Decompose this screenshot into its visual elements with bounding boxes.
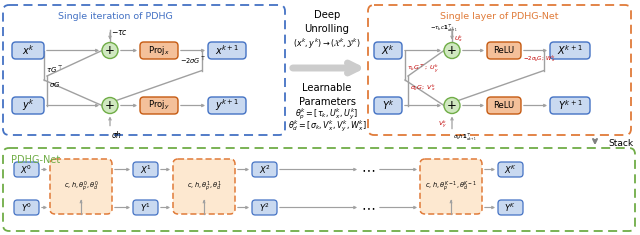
FancyBboxPatch shape xyxy=(252,200,277,215)
Text: $\tau_k G^\top;\ U_y^k$: $\tau_k G^\top;\ U_y^k$ xyxy=(407,63,439,75)
Text: $-2\sigma G^\top$: $-2\sigma G^\top$ xyxy=(180,55,206,66)
FancyBboxPatch shape xyxy=(487,97,521,114)
Text: $c,h,\theta_p^{K-1},\theta_d^{K-1}$: $c,h,\theta_p^{K-1},\theta_d^{K-1}$ xyxy=(425,179,477,194)
Text: $Y^1$: $Y^1$ xyxy=(140,201,151,214)
FancyBboxPatch shape xyxy=(140,97,178,114)
Text: PDHG-Net: PDHG-Net xyxy=(11,155,60,165)
FancyBboxPatch shape xyxy=(374,42,402,59)
Text: $y^{k+1}$: $y^{k+1}$ xyxy=(215,98,239,114)
Text: $\theta_d^k=[\sigma_k,V_x^k,V_y^k,W_x^k]$: $\theta_d^k=[\sigma_k,V_x^k,V_y^k,W_x^k]… xyxy=(287,118,367,133)
FancyBboxPatch shape xyxy=(498,162,523,177)
Text: $V_y^k$: $V_y^k$ xyxy=(438,118,447,131)
Circle shape xyxy=(102,43,118,59)
FancyBboxPatch shape xyxy=(550,42,590,59)
Text: $-\tau_k c\mathbf{1}_{d_{k+1}}^\top$: $-\tau_k c\mathbf{1}_{d_{k+1}}^\top$ xyxy=(430,22,458,34)
FancyBboxPatch shape xyxy=(133,162,158,177)
Text: $X^2$: $X^2$ xyxy=(259,163,271,176)
Text: $(x^k,y^k)\to(\mathcal{X}^k,\mathcal{Y}^k)$: $(x^k,y^k)\to(\mathcal{X}^k,\mathcal{Y}^… xyxy=(293,37,361,51)
Text: $\sigma_k h\mathbf{1}_{d_{k+1}}^\top$: $\sigma_k h\mathbf{1}_{d_{k+1}}^\top$ xyxy=(453,132,477,143)
FancyBboxPatch shape xyxy=(487,42,521,59)
FancyBboxPatch shape xyxy=(14,200,39,215)
Circle shape xyxy=(444,43,460,59)
Text: Stack: Stack xyxy=(608,140,633,149)
FancyBboxPatch shape xyxy=(208,97,246,114)
Text: $X^k$: $X^k$ xyxy=(381,44,395,57)
Text: Single layer of PDHG-Net: Single layer of PDHG-Net xyxy=(440,12,559,21)
FancyBboxPatch shape xyxy=(173,159,235,214)
Text: $X^K$: $X^K$ xyxy=(504,163,517,176)
Text: $\sigma h$: $\sigma h$ xyxy=(111,129,122,140)
Text: $\tau G^\top$: $\tau G^\top$ xyxy=(46,64,63,75)
Text: ReLU: ReLU xyxy=(493,46,515,55)
Text: $Y^K$: $Y^K$ xyxy=(504,201,516,214)
Text: $Y^k$: $Y^k$ xyxy=(381,99,394,112)
FancyBboxPatch shape xyxy=(50,159,112,214)
Text: $\theta_p^k=[\tau_k,U_x^k,U_y^k]$: $\theta_p^k=[\tau_k,U_x^k,U_y^k]$ xyxy=(296,107,358,122)
Circle shape xyxy=(444,98,460,114)
FancyBboxPatch shape xyxy=(14,162,39,177)
Text: $c,h,\theta_p^1,\theta_d^1$: $c,h,\theta_p^1,\theta_d^1$ xyxy=(187,179,221,194)
Text: $\sigma G$: $\sigma G$ xyxy=(49,80,61,89)
FancyBboxPatch shape xyxy=(3,148,635,231)
Text: Single iteration of PDHG: Single iteration of PDHG xyxy=(58,12,173,21)
Text: $X^1$: $X^1$ xyxy=(140,163,152,176)
Text: Learnable
Parameters: Learnable Parameters xyxy=(298,83,355,107)
FancyBboxPatch shape xyxy=(3,5,285,135)
Text: $\cdots$: $\cdots$ xyxy=(361,162,375,176)
Text: $Y^{k+1}$: $Y^{k+1}$ xyxy=(557,99,582,112)
Text: $Y^2$: $Y^2$ xyxy=(259,201,270,214)
FancyBboxPatch shape xyxy=(368,5,631,135)
Text: $y^k$: $y^k$ xyxy=(22,98,35,114)
FancyBboxPatch shape xyxy=(12,97,44,114)
Text: $-\tau c$: $-\tau c$ xyxy=(111,28,128,37)
Text: $c,h,\theta_p^0,\theta_d^0$: $c,h,\theta_p^0,\theta_d^0$ xyxy=(63,179,99,194)
Text: Deep
Unrolling: Deep Unrolling xyxy=(305,10,349,34)
FancyBboxPatch shape xyxy=(12,42,44,59)
FancyBboxPatch shape xyxy=(140,42,178,59)
Text: $X^{k+1}$: $X^{k+1}$ xyxy=(557,44,583,57)
FancyBboxPatch shape xyxy=(252,162,277,177)
Text: $\sigma_k G;\ V_x^k$: $\sigma_k G;\ V_x^k$ xyxy=(410,82,436,93)
Text: $\cdots$: $\cdots$ xyxy=(361,200,375,215)
Text: $\mathrm{Proj}_x$: $\mathrm{Proj}_x$ xyxy=(148,44,170,57)
Text: +: + xyxy=(105,44,115,57)
Text: $\mathrm{Proj}_y$: $\mathrm{Proj}_y$ xyxy=(148,99,170,112)
Text: +: + xyxy=(105,99,115,112)
Text: $x^k$: $x^k$ xyxy=(22,44,35,57)
Text: $Y^0$: $Y^0$ xyxy=(21,201,32,214)
FancyBboxPatch shape xyxy=(420,159,482,214)
FancyBboxPatch shape xyxy=(498,200,523,215)
FancyBboxPatch shape xyxy=(374,97,402,114)
FancyBboxPatch shape xyxy=(133,200,158,215)
Text: ReLU: ReLU xyxy=(493,101,515,110)
Text: +: + xyxy=(447,44,457,57)
Circle shape xyxy=(102,98,118,114)
FancyBboxPatch shape xyxy=(550,97,590,114)
FancyBboxPatch shape xyxy=(208,42,246,59)
Text: $-2\sigma_k G;\ W_x^k$: $-2\sigma_k G;\ W_x^k$ xyxy=(523,54,556,64)
Text: $x^{k+1}$: $x^{k+1}$ xyxy=(215,44,239,57)
Text: $U_x^k$: $U_x^k$ xyxy=(454,33,463,44)
Text: +: + xyxy=(447,99,457,112)
Text: $X^0$: $X^0$ xyxy=(20,163,33,176)
